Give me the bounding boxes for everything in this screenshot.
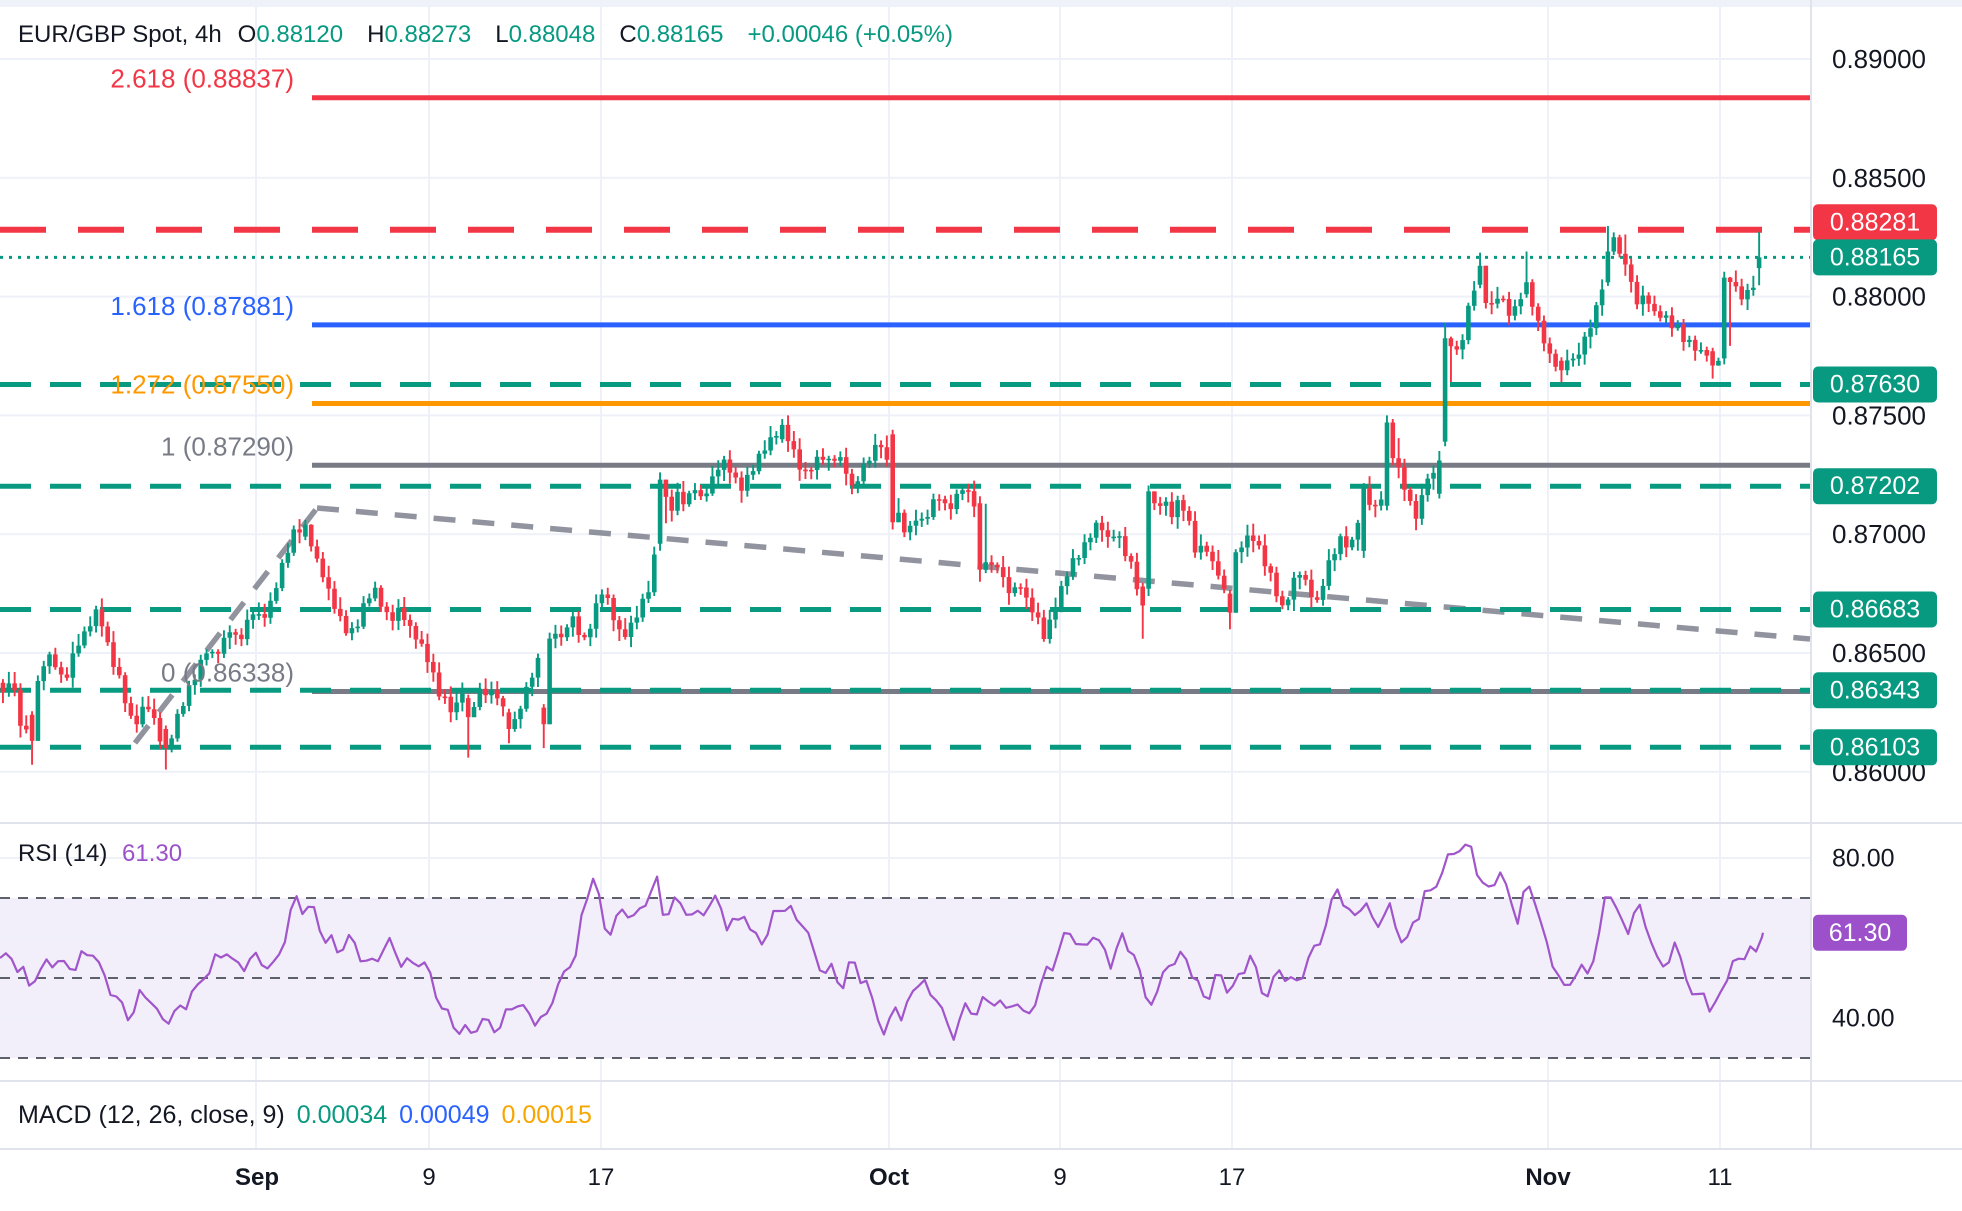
svg-text:0.86500: 0.86500 [1832,638,1926,668]
svg-text:Sep: Sep [235,1164,279,1191]
svg-text:40.00: 40.00 [1832,1005,1895,1033]
svg-text:0.88281: 0.88281 [1830,208,1920,236]
svg-text:0.88000: 0.88000 [1832,282,1926,312]
svg-text:9: 9 [1053,1164,1066,1191]
svg-text:0.88500: 0.88500 [1832,163,1926,193]
svg-text:1.272 (0.87550): 1.272 (0.87550) [110,370,294,400]
svg-text:Oct: Oct [869,1164,909,1191]
svg-text:11: 11 [1708,1164,1733,1191]
svg-text:RSI (14) 61.30: RSI (14) 61.30 [18,840,182,867]
svg-text:61.30: 61.30 [1829,919,1892,947]
svg-text:0.87202: 0.87202 [1830,472,1920,500]
svg-text:0 (0.86338): 0 (0.86338) [161,658,294,688]
svg-text:1 (0.87290): 1 (0.87290) [161,431,294,461]
svg-text:0.87000: 0.87000 [1832,519,1926,549]
svg-text:0.88165: 0.88165 [1830,243,1920,271]
svg-text:Nov: Nov [1525,1164,1571,1191]
svg-text:80.00: 80.00 [1832,845,1895,873]
svg-text:0.86683: 0.86683 [1830,596,1920,624]
svg-text:17: 17 [588,1164,615,1191]
svg-text:MACD (12, 26, close, 9)0.00034: MACD (12, 26, close, 9) 0.00034 0.00049 0.0… [18,1101,592,1129]
svg-text:1.618 (0.87881): 1.618 (0.87881) [110,291,294,321]
svg-text:17: 17 [1219,1164,1246,1191]
svg-text:0.87500: 0.87500 [1832,400,1926,430]
svg-text:0.87630: 0.87630 [1830,371,1920,399]
svg-text:9: 9 [422,1164,435,1191]
svg-text:0.86343: 0.86343 [1830,676,1920,704]
svg-text:2.618 (0.88837): 2.618 (0.88837) [110,64,294,94]
svg-text:0.89000: 0.89000 [1832,44,1926,74]
svg-text:0.86103: 0.86103 [1830,733,1920,761]
